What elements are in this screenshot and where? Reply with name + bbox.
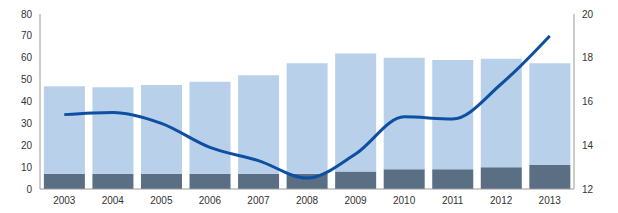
svg-text:2006: 2006 (199, 195, 222, 206)
svg-text:60: 60 (21, 52, 33, 63)
svg-text:2013: 2013 (539, 195, 562, 206)
svg-text:2012: 2012 (490, 195, 513, 206)
svg-text:20: 20 (582, 9, 594, 20)
svg-text:2008: 2008 (296, 195, 319, 206)
svg-text:2011: 2011 (442, 195, 464, 206)
svg-text:2004: 2004 (102, 195, 125, 206)
svg-text:70: 70 (21, 30, 33, 41)
svg-text:40: 40 (21, 96, 33, 107)
svg-text:10: 10 (21, 162, 33, 173)
svg-text:50: 50 (21, 74, 33, 85)
svg-text:80: 80 (21, 9, 33, 20)
svg-text:16: 16 (582, 96, 594, 107)
svg-text:20: 20 (21, 140, 33, 151)
svg-text:0: 0 (26, 184, 32, 195)
svg-text:2010: 2010 (393, 195, 416, 206)
svg-text:2009: 2009 (344, 195, 367, 206)
svg-text:12: 12 (582, 184, 594, 195)
svg-text:2003: 2003 (53, 195, 76, 206)
svg-text:2007: 2007 (247, 195, 270, 206)
svg-text:18: 18 (582, 52, 594, 63)
svg-text:2005: 2005 (150, 195, 173, 206)
svg-text:14: 14 (582, 140, 594, 151)
svg-text:30: 30 (21, 118, 33, 129)
